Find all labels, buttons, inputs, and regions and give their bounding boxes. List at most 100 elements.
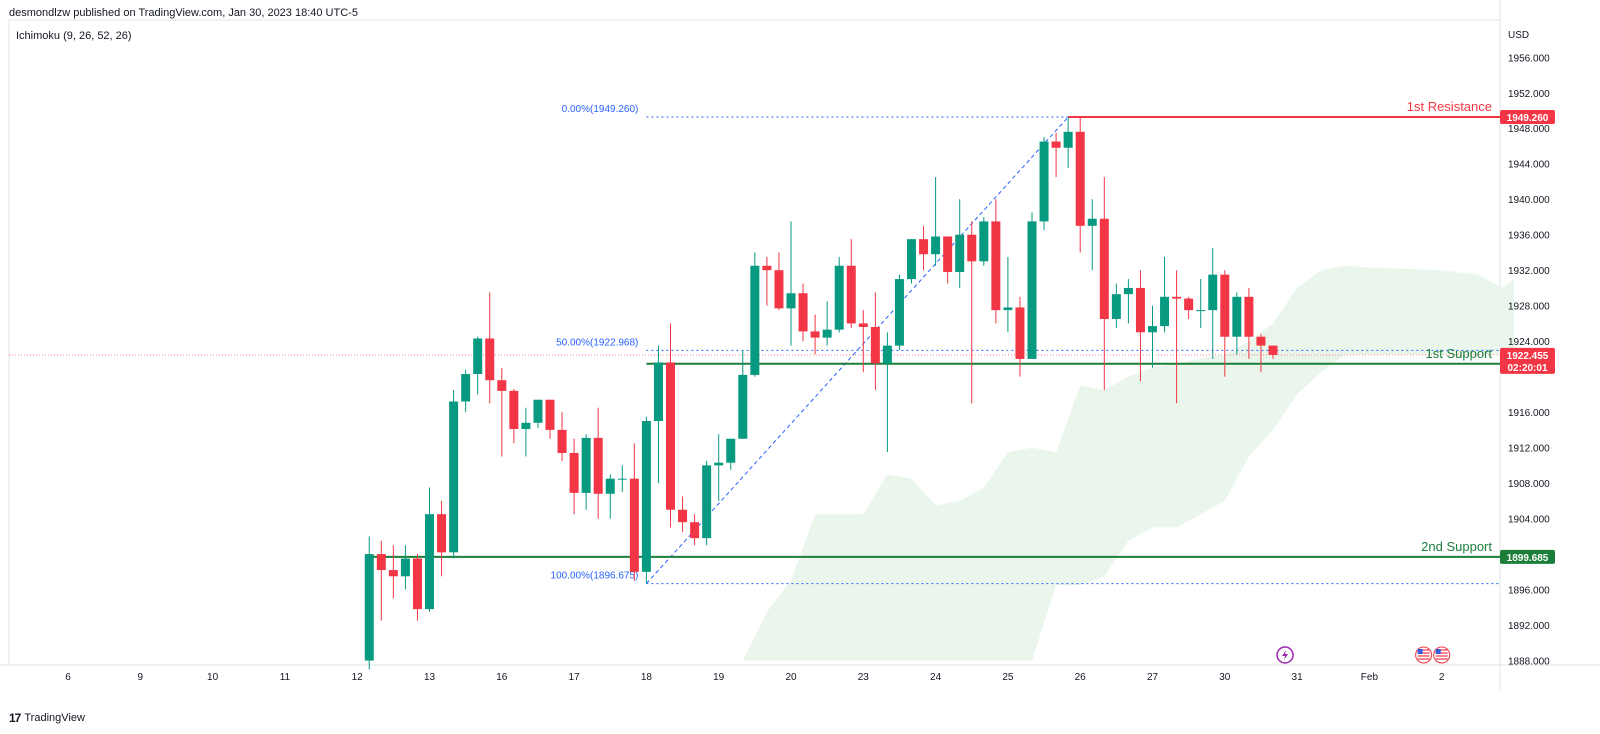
candle xyxy=(1051,132,1061,178)
candle xyxy=(569,438,579,515)
support-resistance-lines[interactable]: 1st Resistance 1st Support 2nd Support xyxy=(369,99,1500,558)
candle xyxy=(1111,283,1121,328)
candle-body xyxy=(521,422,531,430)
candle xyxy=(1123,279,1133,324)
fib-level-label: 0.00%(1949.260) xyxy=(562,104,639,115)
candle xyxy=(931,177,941,266)
y-tick-label: 1940.000 xyxy=(1508,195,1550,206)
candle xyxy=(882,332,892,453)
time-axis[interactable]: 6 9 10 11 12 13 16 17 18 19 20 23 24 25 26 27 30 31 Feb 2 xyxy=(65,672,1445,683)
candle xyxy=(1063,117,1073,169)
x-tick-label: 30 xyxy=(1219,672,1231,683)
candle-body xyxy=(955,234,965,272)
candle xyxy=(461,369,471,413)
fib-level-label: 50.00%(1922.968) xyxy=(556,337,638,348)
candle xyxy=(714,434,724,501)
candle xyxy=(858,310,868,373)
candle-body xyxy=(762,265,772,271)
y-tick-label: 1916.000 xyxy=(1508,408,1550,419)
candle-body xyxy=(1027,221,1037,359)
candle xyxy=(666,323,675,528)
level-price-tag-text: 1949.260 xyxy=(1507,113,1549,124)
brand-name: TradingView xyxy=(24,712,85,724)
candle-body xyxy=(943,236,953,272)
price-axis[interactable]: USD 1956.000 1952.000 1948.000 1944.000 1940.… xyxy=(1508,30,1550,668)
event-icons[interactable] xyxy=(1276,646,1451,664)
candle xyxy=(1003,256,1013,333)
candle xyxy=(557,412,567,461)
candle xyxy=(894,274,904,351)
level-label: 1st Support xyxy=(1426,346,1493,361)
candle-body xyxy=(931,236,941,255)
candle-body xyxy=(425,514,434,610)
candle xyxy=(1015,296,1025,377)
candle-body xyxy=(1148,326,1157,333)
candle xyxy=(967,221,977,404)
candle-body xyxy=(858,323,868,327)
y-tick-label: 1944.000 xyxy=(1508,160,1550,171)
fib-level-label: 100.00%(1896.675) xyxy=(551,571,639,582)
publisher-caption: desmondlzw published on TradingView.com,… xyxy=(9,7,358,19)
x-tick-label: 6 xyxy=(65,672,71,683)
candle-body xyxy=(376,554,386,571)
current-price-tag xyxy=(1500,347,1555,374)
candle xyxy=(581,434,591,510)
candle-body xyxy=(641,421,651,572)
tradingview-brand[interactable]: 17 TradingView xyxy=(9,711,85,725)
x-tick-label: 26 xyxy=(1075,672,1087,683)
level-label: 2nd Support xyxy=(1421,539,1492,554)
candle-body xyxy=(967,234,977,262)
candle xyxy=(991,199,1001,324)
candle xyxy=(617,465,627,492)
candle xyxy=(533,399,543,429)
candle-body xyxy=(786,293,796,309)
candle-body xyxy=(485,338,495,381)
y-tick-label: 1952.000 xyxy=(1508,89,1550,100)
candle xyxy=(1196,279,1206,328)
y-tick-label: 1948.000 xyxy=(1508,124,1550,135)
x-tick-label: 31 xyxy=(1292,672,1304,683)
y-tick-label: 1888.000 xyxy=(1508,657,1550,668)
level-label: 1st Resistance xyxy=(1407,99,1492,114)
x-tick-label: 25 xyxy=(1002,672,1014,683)
candle xyxy=(1039,137,1049,231)
y-tick-label: 1924.000 xyxy=(1508,337,1550,348)
candle xyxy=(1208,248,1218,359)
candle xyxy=(762,256,772,306)
candle xyxy=(979,216,989,266)
level-price-tag xyxy=(1500,110,1555,125)
candle-body xyxy=(1244,296,1254,337)
candle xyxy=(955,199,965,288)
candle xyxy=(702,460,712,546)
candle xyxy=(1099,177,1109,390)
x-tick-label: 12 xyxy=(352,672,364,683)
candle-body xyxy=(593,437,603,494)
candle-body xyxy=(894,279,904,346)
candle xyxy=(846,239,856,328)
candle-body xyxy=(882,345,892,364)
candle xyxy=(629,443,639,581)
candle xyxy=(497,367,507,457)
candle xyxy=(412,554,422,621)
x-tick-label: 23 xyxy=(858,672,870,683)
candle xyxy=(1172,270,1182,404)
cloud-area xyxy=(742,265,1514,661)
candle xyxy=(605,474,615,519)
candle-body xyxy=(690,522,700,539)
y-tick-label: 1896.000 xyxy=(1508,586,1550,597)
candle xyxy=(473,336,483,395)
x-tick-label: 16 xyxy=(496,672,508,683)
level-price-tag-text: 1899.685 xyxy=(1507,553,1549,564)
candle-body xyxy=(533,399,543,423)
candle-body xyxy=(1087,218,1097,226)
candle-body xyxy=(364,554,374,661)
indicator-legend[interactable]: Ichimoku (9, 26, 52, 26) xyxy=(16,30,132,42)
x-tick-label: 20 xyxy=(785,672,797,683)
candle-body xyxy=(617,478,627,480)
candle-body xyxy=(726,438,736,463)
y-tick-label: 1892.000 xyxy=(1508,621,1550,632)
x-tick-label: 19 xyxy=(713,672,725,683)
candle-body xyxy=(1063,131,1073,148)
candle-body xyxy=(750,265,760,375)
